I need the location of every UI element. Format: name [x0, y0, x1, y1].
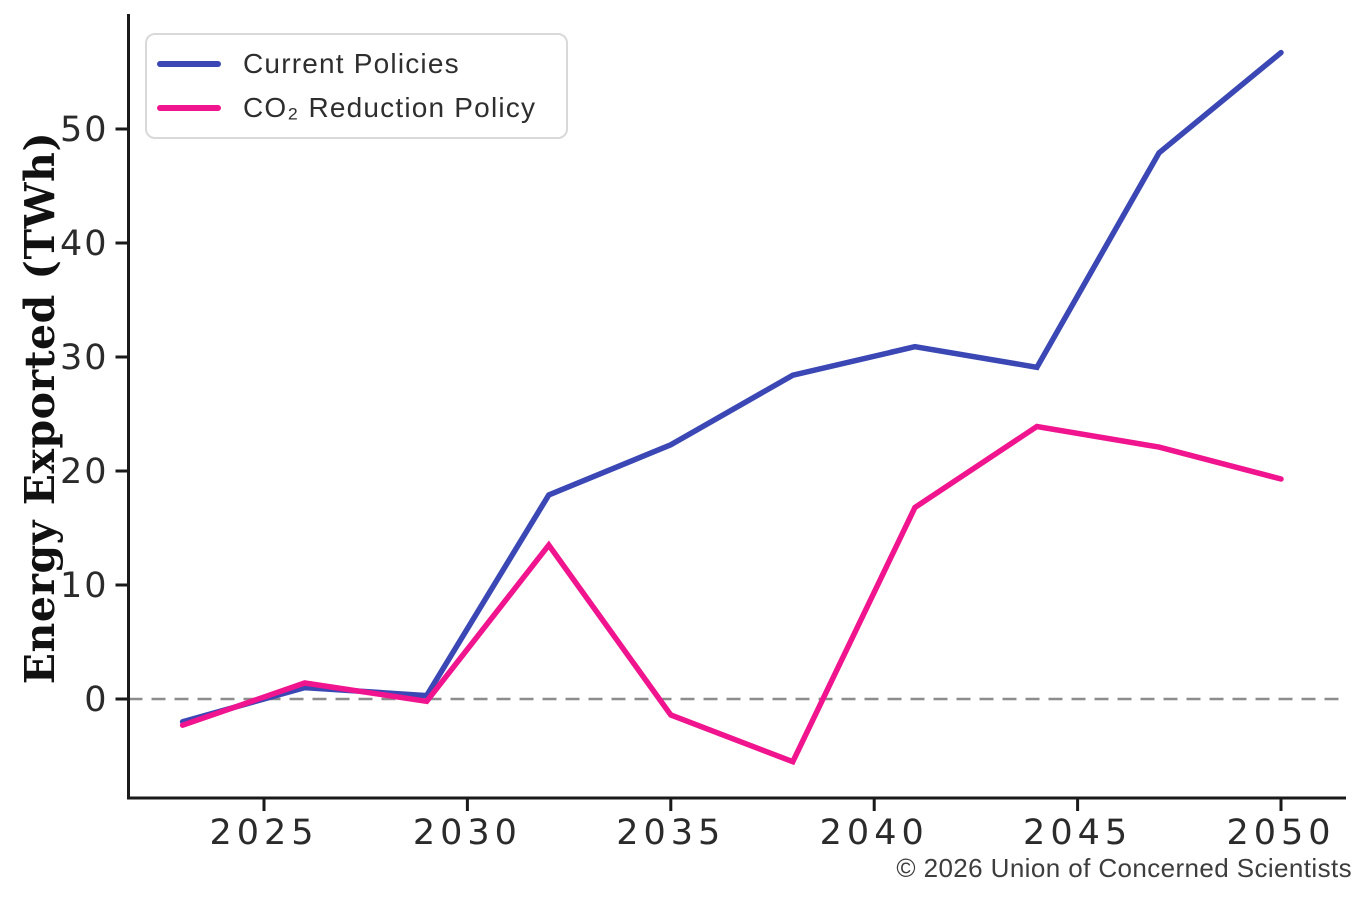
- legend-label-current-policies: Current Policies: [243, 48, 460, 79]
- legend-line-swatch-pink: [157, 105, 221, 111]
- series-line-1: [179, 423, 1284, 766]
- legend-item-current-policies: Current Policies: [157, 47, 536, 81]
- x-axis-tick-label: 2045: [1023, 813, 1132, 853]
- legend-item-co2-reduction-policy: CO₂ Reduction Policy: [157, 91, 536, 125]
- y-axis-title: Energy Exported (TWh): [16, 131, 64, 685]
- y-axis-tick-label: 10: [60, 566, 109, 606]
- legend-label-co2-reduction-policy: CO₂ Reduction Policy: [243, 92, 537, 123]
- x-axis-tick-label: 2030: [413, 813, 522, 853]
- y-axis-tick-label: 20: [60, 452, 109, 492]
- x-axis-tick-label: 2040: [820, 813, 929, 853]
- y-axis-tick-label: 0: [84, 680, 108, 720]
- x-axis-tick-label: 2050: [1226, 813, 1335, 853]
- y-axis-tick-label: 50: [60, 110, 109, 150]
- chart-legend: Current Policies CO₂ Reduction Policy: [145, 33, 569, 139]
- series-line-0: [179, 49, 1284, 725]
- legend-line-swatch-blue: [157, 61, 221, 67]
- x-axis-tick-label: 2035: [616, 813, 725, 853]
- y-axis-tick-label: 30: [60, 338, 109, 378]
- y-axis-tick-label: 40: [60, 224, 109, 264]
- x-axis-tick-label: 2025: [209, 813, 318, 853]
- copyright-attribution: © 2026 Union of Concerned Scientists: [896, 853, 1352, 883]
